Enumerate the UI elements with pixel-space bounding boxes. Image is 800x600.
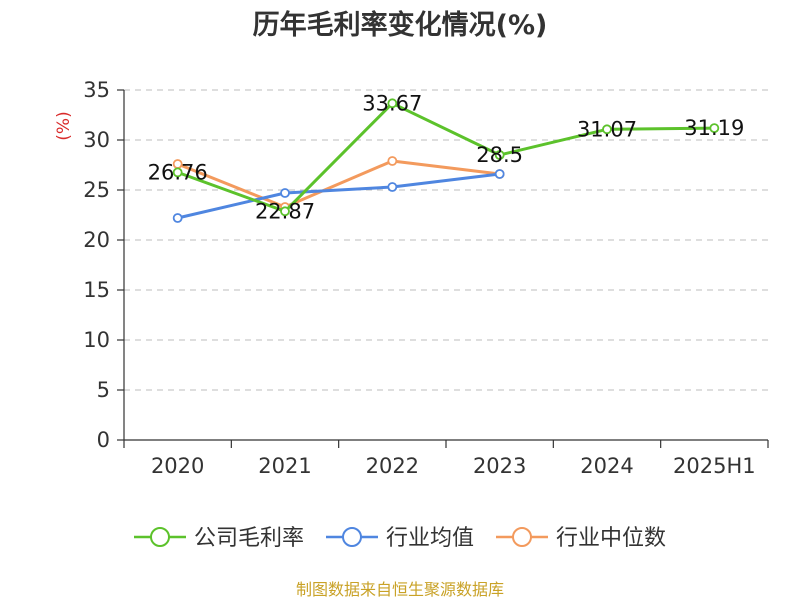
y-tick-label: 25 — [83, 178, 110, 202]
x-tick-label: 2025H1 — [673, 454, 756, 478]
data-point — [602, 124, 612, 135]
grid-lines — [124, 89, 768, 391]
x-tick-label: 2024 — [580, 454, 633, 478]
series-2 — [172, 156, 505, 212]
axes: 0 5 10 15 20 25 30 35 2020 2021 2022 2023 2024 2025H1 — [83, 78, 769, 478]
data-point — [709, 123, 720, 134]
legend-item-2: 行业中位数 — [496, 526, 666, 551]
data-point — [280, 188, 290, 198]
x-tick-label: 2021 — [258, 454, 311, 478]
legend-marker — [342, 527, 362, 547]
legend-label: 公司毛利率 — [194, 526, 304, 551]
legend-item-1: 行业均值 — [326, 526, 474, 551]
legend-label: 行业中位数 — [556, 526, 666, 551]
x-tick-label: 2023 — [473, 454, 526, 478]
data-label: 28.5 — [476, 143, 523, 167]
x-tick-label: 2022 — [366, 454, 419, 478]
series-0 — [172, 98, 720, 217]
y-tick-label: 30 — [83, 128, 110, 152]
y-axis-unit-label: (%) — [54, 111, 74, 140]
data-labels: 26.76 22.87 33.67 28.5 31.07 31.19 — [148, 91, 745, 223]
data-point — [494, 169, 505, 179]
data-point — [280, 206, 290, 217]
data-point — [494, 150, 505, 160]
legend-item-0: 公司毛利率 — [134, 526, 304, 551]
series-line — [177, 101, 715, 213]
data-label: 26.76 — [148, 160, 208, 184]
data-point — [172, 213, 183, 223]
data-point — [387, 156, 398, 166]
series-1 — [172, 169, 505, 223]
series-line — [177, 159, 500, 209]
y-tick-label: 20 — [83, 228, 110, 252]
legend-marker — [512, 527, 532, 547]
data-label: 31.07 — [577, 117, 637, 141]
y-tick-label: 5 — [97, 378, 110, 402]
y-tick-label: 35 — [83, 78, 110, 102]
chart-title: 历年毛利率变化情况(%) — [253, 9, 548, 41]
data-point — [387, 182, 398, 192]
y-tick-label: 15 — [83, 278, 110, 302]
y-tick-label: 0 — [97, 428, 110, 452]
data-point — [172, 167, 183, 178]
legend-label: 行业均值 — [386, 526, 474, 551]
legend: 公司毛利率 行业均值 行业中位数 — [134, 526, 666, 551]
data-point — [387, 98, 398, 109]
data-label: 31.19 — [684, 116, 744, 140]
legend-marker — [150, 527, 170, 547]
source-note: 制图数据来自恒生聚源数据库 — [296, 580, 504, 599]
y-tick-label: 10 — [83, 328, 110, 352]
series — [172, 98, 720, 223]
x-tick-label: 2020 — [151, 454, 204, 478]
series-line — [177, 172, 500, 220]
data-label: 33.67 — [362, 91, 422, 115]
data-label: 22.87 — [255, 199, 315, 223]
